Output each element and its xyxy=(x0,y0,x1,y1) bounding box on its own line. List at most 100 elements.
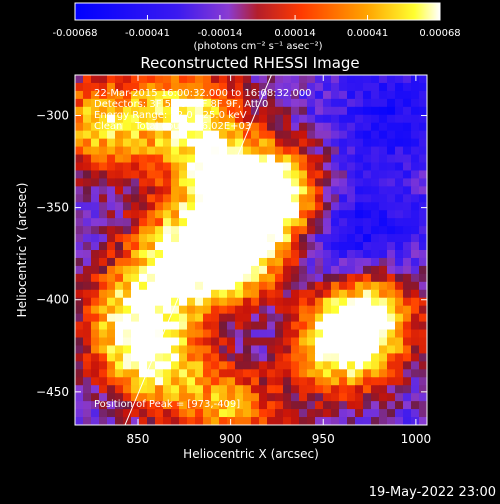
heatmap-cell xyxy=(235,337,244,347)
heatmap-cell xyxy=(299,226,308,235)
heatmap-cell xyxy=(131,305,140,315)
heatmap-cell xyxy=(243,417,252,425)
heatmap-cell xyxy=(171,377,180,386)
heatmap-cell xyxy=(299,162,308,172)
heatmap-cell xyxy=(275,257,284,267)
heatmap-cell xyxy=(75,289,84,299)
heatmap-cell xyxy=(83,98,92,108)
heatmap-cell xyxy=(395,337,404,347)
heatmap-cell xyxy=(115,98,124,108)
heatmap-cell xyxy=(371,289,380,299)
heatmap-cell xyxy=(387,98,396,108)
heatmap-cell xyxy=(195,289,204,299)
heatmap-cell xyxy=(363,297,372,307)
heatmap-cell xyxy=(395,345,404,355)
heatmap-cell xyxy=(123,321,132,331)
heatmap-cell xyxy=(99,273,108,283)
heatmap-cell xyxy=(363,273,372,283)
heatmap-cell xyxy=(139,265,148,275)
heatmap-cell xyxy=(339,146,348,156)
heatmap-cell xyxy=(291,281,300,291)
heatmap-cell xyxy=(275,393,284,402)
heatmap-cell xyxy=(243,106,252,116)
heatmap-cell xyxy=(371,313,380,323)
heatmap-cell xyxy=(219,178,228,187)
heatmap-cell xyxy=(411,186,420,195)
heatmap-cell xyxy=(403,178,412,187)
heatmap-cell xyxy=(411,345,420,355)
heatmap-cell xyxy=(147,162,156,172)
heatmap-cell xyxy=(275,281,284,291)
heatmap-cell xyxy=(299,186,308,195)
heatmap-cell xyxy=(75,122,84,132)
heatmap-cell xyxy=(195,130,204,140)
heatmap-cell xyxy=(411,321,420,331)
heatmap-cell xyxy=(283,329,292,339)
heatmap-cell xyxy=(83,385,92,394)
heatmap-cell xyxy=(315,162,324,172)
heatmap-cell xyxy=(323,170,332,180)
heatmap-cell xyxy=(251,178,260,187)
heatmap-cell xyxy=(107,162,116,172)
heatmap-cell xyxy=(187,313,196,323)
heatmap-cell xyxy=(299,106,308,116)
heatmap-cell xyxy=(195,361,204,370)
heatmap-cell xyxy=(347,289,356,299)
heatmap-cell xyxy=(131,377,140,386)
heatmap-cell xyxy=(331,305,340,315)
heatmap-cell xyxy=(307,162,316,172)
heatmap-cell xyxy=(403,281,412,291)
y-tick-label: −450 xyxy=(36,385,69,399)
heatmap-cell xyxy=(251,385,260,394)
heatmap-cell xyxy=(291,250,300,259)
heatmap-cell xyxy=(107,138,116,148)
heatmap-cell xyxy=(203,234,212,243)
heatmap-cell xyxy=(123,409,132,418)
heatmap-cell xyxy=(75,170,84,180)
heatmap-cell xyxy=(139,273,148,283)
heatmap-cell xyxy=(235,82,244,92)
heatmap-cell xyxy=(259,305,268,315)
heatmap-cell xyxy=(323,417,332,425)
heatmap-cell xyxy=(219,409,228,418)
heatmap-cell xyxy=(259,273,268,283)
heatmap-cell xyxy=(307,75,316,84)
heatmap-cell xyxy=(339,138,348,148)
heatmap-cell xyxy=(379,114,388,124)
heatmap-cell xyxy=(83,297,92,307)
heatmap-cell xyxy=(179,361,188,370)
heatmap-cell xyxy=(363,106,372,116)
heatmap-cell xyxy=(307,82,316,92)
heatmap-cell xyxy=(91,337,100,347)
heatmap-cell xyxy=(259,186,268,195)
heatmap-cell xyxy=(171,234,180,243)
heatmap-cell xyxy=(203,409,212,418)
heatmap-cell xyxy=(379,369,388,378)
heatmap-cell xyxy=(355,234,364,243)
heatmap-cell xyxy=(291,90,300,100)
heatmap-cell xyxy=(155,313,164,323)
heatmap-cell xyxy=(387,257,396,267)
heatmap-cell xyxy=(75,393,84,402)
heatmap-cell xyxy=(99,313,108,323)
heatmap-cell xyxy=(411,98,420,108)
heatmap-cell xyxy=(147,329,156,339)
heatmap-cell xyxy=(355,265,364,275)
heatmap-cell xyxy=(107,377,116,386)
heatmap-cell xyxy=(91,75,100,84)
heatmap-cell xyxy=(331,273,340,283)
heatmap-cell xyxy=(331,393,340,402)
heatmap-cell xyxy=(379,313,388,323)
heatmap-cell xyxy=(307,417,316,425)
heatmap-cell xyxy=(363,242,372,251)
heatmap-cell xyxy=(307,377,316,386)
heatmap-cell xyxy=(323,218,332,227)
heatmap-cell xyxy=(235,361,244,370)
heatmap-cell xyxy=(411,377,420,386)
heatmap-cell xyxy=(187,98,196,108)
heatmap-cell xyxy=(395,202,404,211)
heatmap-cell xyxy=(163,98,172,108)
heatmap-cell xyxy=(131,218,140,227)
footer-timestamp: 19-May-2022 23:00 xyxy=(369,485,496,500)
heatmap-cell xyxy=(123,401,132,410)
